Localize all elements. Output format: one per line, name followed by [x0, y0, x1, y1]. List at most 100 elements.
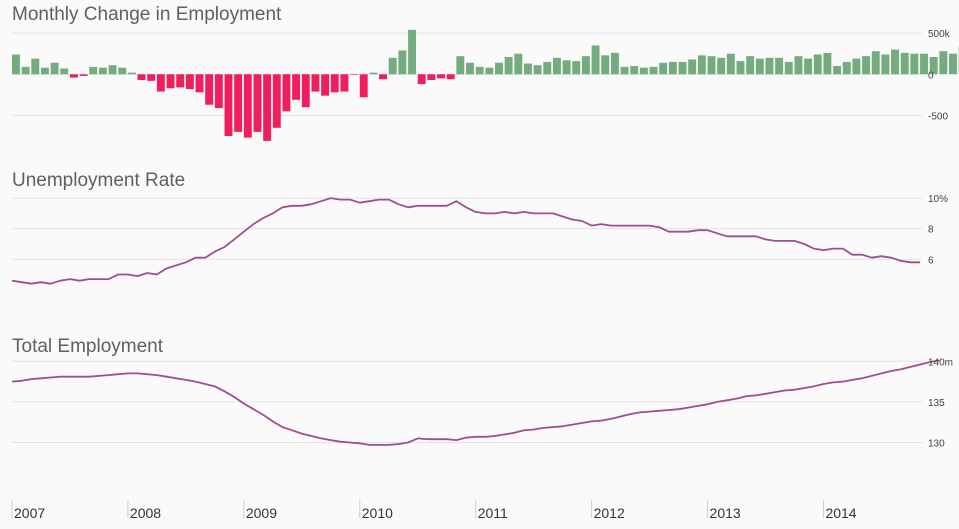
- monthly-change-bar: [659, 62, 668, 75]
- monthly-change-bar: [881, 54, 890, 75]
- total-employment-title: Total Employment: [12, 336, 164, 357]
- monthly-change-bar: [98, 67, 107, 75]
- unemployment-rate-gridlines: [12, 197, 922, 260]
- monthly-change-bar: [639, 67, 648, 75]
- monthly-change-bar: [813, 54, 822, 75]
- y-tick-label: 130: [928, 439, 945, 450]
- y-tick-label: 135: [928, 398, 945, 409]
- monthly-change-bar: [495, 62, 503, 75]
- monthly-change-bar: [842, 61, 851, 75]
- monthly-change-bar: [224, 74, 233, 136]
- monthly-change-bar: [949, 53, 957, 75]
- monthly-change-bar: [504, 56, 513, 75]
- monthly-change-bar: [862, 56, 871, 75]
- monthly-change-bar: [330, 74, 339, 93]
- monthly-change-bar: [156, 74, 165, 92]
- monthly-change-bar: [127, 72, 136, 75]
- monthly-change-bar: [572, 61, 581, 75]
- monthly-change-bar: [891, 49, 900, 75]
- monthly-change-bar: [939, 51, 948, 75]
- y-tick-label: 0: [928, 70, 934, 81]
- monthly-change-bar: [804, 58, 813, 75]
- monthly-change-bar: [784, 61, 793, 75]
- monthly-change-bar: [282, 74, 291, 112]
- unemployment-rate-title: Unemployment Rate: [12, 170, 185, 191]
- monthly-change-bar: [185, 74, 194, 90]
- monthly-change-bar: [446, 74, 455, 80]
- monthly-change-bar: [137, 74, 146, 81]
- monthly-change-bar: [89, 66, 98, 75]
- monthly-change-bar: [900, 52, 909, 75]
- total-employment-panel: Total Employment 140m 135 130: [11, 336, 953, 450]
- monthly-change-bar: [388, 57, 397, 75]
- monthly-change-y-ticks: 500k 0 -500: [928, 29, 951, 122]
- monthly-change-bar: [263, 74, 272, 141]
- monthly-change-bar: [533, 65, 542, 75]
- monthly-change-bar: [272, 74, 281, 128]
- monthly-change-bar: [243, 74, 252, 138]
- year-label: 2011: [478, 505, 508, 521]
- monthly-change-bar: [833, 66, 842, 75]
- monthly-change-bar: [234, 74, 243, 132]
- monthly-change-bar: [50, 62, 59, 75]
- total-employment-line: [11, 359, 940, 446]
- monthly-change-bar: [379, 74, 388, 80]
- monthly-change-bar: [214, 74, 223, 109]
- monthly-change-bar: [456, 56, 465, 75]
- y-tick-label: -500: [928, 111, 948, 122]
- monthly-change-bar: [610, 52, 619, 75]
- monthly-change-bar: [195, 74, 204, 93]
- monthly-change-bar: [69, 74, 78, 78]
- monthly-change-bar: [311, 74, 320, 92]
- monthly-change-bar: [21, 66, 30, 75]
- year-label: 2014: [825, 505, 856, 521]
- monthly-change-bar: [620, 66, 629, 75]
- monthly-change-bar: [417, 74, 426, 85]
- monthly-change-bar: [475, 66, 484, 75]
- monthly-change-bar: [321, 74, 330, 96]
- monthly-change-bar: [205, 74, 214, 105]
- monthly-change-bar: [437, 74, 445, 79]
- monthly-change-bar: [765, 57, 774, 75]
- unemployment-rate-line: [11, 197, 921, 285]
- year-label: 2012: [594, 505, 625, 521]
- year-label: 2009: [246, 505, 277, 521]
- unemployment-rate-y-ticks: 10% 8 6: [928, 194, 948, 266]
- monthly-change-bar: [60, 68, 69, 75]
- total-employment-gridlines: [12, 360, 922, 443]
- year-label: 2013: [710, 505, 741, 521]
- monthly-change-bar: [794, 56, 803, 75]
- monthly-change-bar: [910, 53, 919, 75]
- monthly-change-bar: [591, 45, 600, 75]
- monthly-change-bar: [552, 57, 561, 75]
- monthly-change-bar: [678, 61, 687, 75]
- monthly-change-panel: Monthly Change in Employment 500k 0 -500: [12, 4, 959, 141]
- monthly-change-bar: [717, 57, 726, 75]
- unemployment-rate-series: [11, 197, 921, 285]
- monthly-change-bar: [79, 74, 88, 76]
- monthly-change-title: Monthly Change in Employment: [12, 4, 282, 25]
- monthly-change-bar: [543, 61, 552, 75]
- monthly-change-bar: [852, 58, 861, 75]
- monthly-change-bar: [12, 54, 20, 75]
- monthly-change-bar: [736, 61, 745, 75]
- year-label: 2007: [14, 505, 45, 521]
- unemployment-rate-panel: Unemployment Rate 10% 8 6: [11, 170, 948, 285]
- y-tick-label: 8: [928, 225, 934, 236]
- monthly-change-bar: [523, 63, 532, 75]
- monthly-change-bar: [601, 55, 610, 75]
- total-employment-y-ticks: 140m 135 130: [928, 357, 953, 449]
- monthly-change-bar: [253, 74, 262, 132]
- monthly-change-bar: [466, 62, 474, 75]
- monthly-change-bars: [12, 29, 959, 141]
- monthly-change-bar: [301, 74, 310, 108]
- year-label: 2010: [362, 505, 393, 521]
- y-tick-label: 6: [928, 255, 934, 266]
- monthly-change-bar: [108, 65, 117, 75]
- monthly-change-bar: [562, 60, 571, 75]
- monthly-change-bar: [775, 57, 784, 75]
- monthly-change-bar: [31, 58, 40, 75]
- total-employment-series: [11, 359, 940, 446]
- monthly-change-bar: [630, 66, 639, 75]
